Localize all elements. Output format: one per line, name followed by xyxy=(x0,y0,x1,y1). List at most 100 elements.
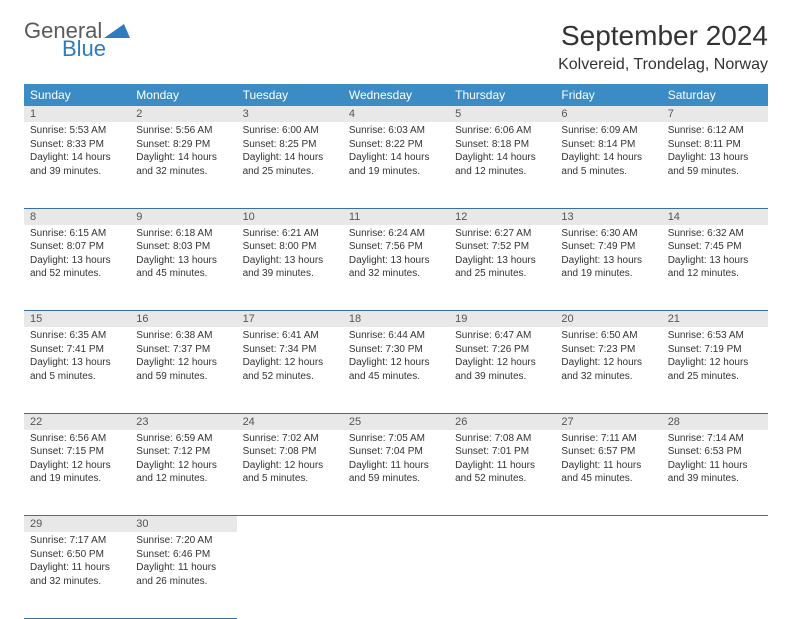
day-cell: Sunrise: 6:59 AMSunset: 7:12 PMDaylight:… xyxy=(130,430,236,516)
day-cell-content: Sunrise: 7:05 AMSunset: 7:04 PMDaylight:… xyxy=(343,430,449,490)
day-cell: Sunrise: 6:30 AMSunset: 7:49 PMDaylight:… xyxy=(555,225,661,311)
day-number-cell: 1 xyxy=(24,106,130,122)
day-cell-content: Sunrise: 6:18 AMSunset: 8:03 PMDaylight:… xyxy=(130,225,236,285)
day-cell: Sunrise: 6:38 AMSunset: 7:37 PMDaylight:… xyxy=(130,327,236,413)
day-number-cell: 22 xyxy=(24,413,130,430)
day-cell: Sunrise: 6:12 AMSunset: 8:11 PMDaylight:… xyxy=(662,122,768,208)
day-number-cell: 18 xyxy=(343,311,449,328)
day-cell-content: Sunrise: 6:53 AMSunset: 7:19 PMDaylight:… xyxy=(662,327,768,387)
daynum-row: 22232425262728 xyxy=(24,413,768,430)
day-cell-content: Sunrise: 6:41 AMSunset: 7:34 PMDaylight:… xyxy=(237,327,343,387)
day-number-cell xyxy=(343,516,449,533)
day-cell-content: Sunrise: 6:00 AMSunset: 8:25 PMDaylight:… xyxy=(237,122,343,182)
weekday-header: Wednesday xyxy=(343,84,449,106)
day-number-cell: 2 xyxy=(130,106,236,122)
day-number-cell: 19 xyxy=(449,311,555,328)
day-cell: Sunrise: 6:09 AMSunset: 8:14 PMDaylight:… xyxy=(555,122,661,208)
day-cell-content: Sunrise: 6:24 AMSunset: 7:56 PMDaylight:… xyxy=(343,225,449,285)
weekday-header: Tuesday xyxy=(237,84,343,106)
day-cell: Sunrise: 6:47 AMSunset: 7:26 PMDaylight:… xyxy=(449,327,555,413)
weekday-header: Friday xyxy=(555,84,661,106)
day-cell xyxy=(555,532,661,618)
day-cell xyxy=(237,532,343,618)
day-number-cell: 3 xyxy=(237,106,343,122)
logo-line2: Blue xyxy=(62,38,130,60)
weekday-header-row: SundayMondayTuesdayWednesdayThursdayFrid… xyxy=(24,84,768,106)
day-cell: Sunrise: 6:41 AMSunset: 7:34 PMDaylight:… xyxy=(237,327,343,413)
day-cell: Sunrise: 7:08 AMSunset: 7:01 PMDaylight:… xyxy=(449,430,555,516)
day-number-cell: 27 xyxy=(555,413,661,430)
day-cell: Sunrise: 6:32 AMSunset: 7:45 PMDaylight:… xyxy=(662,225,768,311)
day-cell: Sunrise: 6:27 AMSunset: 7:52 PMDaylight:… xyxy=(449,225,555,311)
day-cell-content: Sunrise: 6:15 AMSunset: 8:07 PMDaylight:… xyxy=(24,225,130,285)
day-cell: Sunrise: 7:05 AMSunset: 7:04 PMDaylight:… xyxy=(343,430,449,516)
day-number-cell: 15 xyxy=(24,311,130,328)
day-cell: Sunrise: 6:53 AMSunset: 7:19 PMDaylight:… xyxy=(662,327,768,413)
day-number-cell: 10 xyxy=(237,208,343,225)
day-cell-content: Sunrise: 6:38 AMSunset: 7:37 PMDaylight:… xyxy=(130,327,236,387)
week-row: Sunrise: 6:15 AMSunset: 8:07 PMDaylight:… xyxy=(24,225,768,311)
day-cell-content: Sunrise: 6:56 AMSunset: 7:15 PMDaylight:… xyxy=(24,430,130,490)
day-number-cell: 5 xyxy=(449,106,555,122)
day-number-cell: 7 xyxy=(662,106,768,122)
day-cell: Sunrise: 7:14 AMSunset: 6:53 PMDaylight:… xyxy=(662,430,768,516)
day-cell: Sunrise: 6:56 AMSunset: 7:15 PMDaylight:… xyxy=(24,430,130,516)
day-cell: Sunrise: 6:18 AMSunset: 8:03 PMDaylight:… xyxy=(130,225,236,311)
day-cell-content: Sunrise: 6:12 AMSunset: 8:11 PMDaylight:… xyxy=(662,122,768,182)
day-cell-content: Sunrise: 6:09 AMSunset: 8:14 PMDaylight:… xyxy=(555,122,661,182)
day-cell-content: Sunrise: 5:53 AMSunset: 8:33 PMDaylight:… xyxy=(24,122,130,182)
day-cell-content: Sunrise: 7:02 AMSunset: 7:08 PMDaylight:… xyxy=(237,430,343,490)
day-cell-content: Sunrise: 7:17 AMSunset: 6:50 PMDaylight:… xyxy=(24,532,130,592)
day-cell: Sunrise: 5:56 AMSunset: 8:29 PMDaylight:… xyxy=(130,122,236,208)
day-number-cell: 29 xyxy=(24,516,130,533)
day-cell-content: Sunrise: 6:32 AMSunset: 7:45 PMDaylight:… xyxy=(662,225,768,285)
weekday-header: Monday xyxy=(130,84,236,106)
day-number-cell: 17 xyxy=(237,311,343,328)
day-cell: Sunrise: 6:21 AMSunset: 8:00 PMDaylight:… xyxy=(237,225,343,311)
day-cell-content: Sunrise: 7:11 AMSunset: 6:57 PMDaylight:… xyxy=(555,430,661,490)
day-cell-content: Sunrise: 6:03 AMSunset: 8:22 PMDaylight:… xyxy=(343,122,449,182)
day-number-cell: 4 xyxy=(343,106,449,122)
day-cell-content: Sunrise: 6:27 AMSunset: 7:52 PMDaylight:… xyxy=(449,225,555,285)
day-cell: Sunrise: 6:50 AMSunset: 7:23 PMDaylight:… xyxy=(555,327,661,413)
week-row: Sunrise: 5:53 AMSunset: 8:33 PMDaylight:… xyxy=(24,122,768,208)
week-row: Sunrise: 6:56 AMSunset: 7:15 PMDaylight:… xyxy=(24,430,768,516)
day-cell-content: Sunrise: 6:21 AMSunset: 8:00 PMDaylight:… xyxy=(237,225,343,285)
day-cell: Sunrise: 6:06 AMSunset: 8:18 PMDaylight:… xyxy=(449,122,555,208)
weekday-header: Saturday xyxy=(662,84,768,106)
day-cell: Sunrise: 6:03 AMSunset: 8:22 PMDaylight:… xyxy=(343,122,449,208)
day-cell-content: Sunrise: 6:35 AMSunset: 7:41 PMDaylight:… xyxy=(24,327,130,387)
day-cell-content: Sunrise: 7:08 AMSunset: 7:01 PMDaylight:… xyxy=(449,430,555,490)
day-cell-content: Sunrise: 7:14 AMSunset: 6:53 PMDaylight:… xyxy=(662,430,768,490)
day-number-cell xyxy=(449,516,555,533)
location-text: Kolvereid, Trondelag, Norway xyxy=(558,56,768,74)
day-cell-content: Sunrise: 6:06 AMSunset: 8:18 PMDaylight:… xyxy=(449,122,555,182)
day-cell-content: Sunrise: 5:56 AMSunset: 8:29 PMDaylight:… xyxy=(130,122,236,182)
day-number-cell: 16 xyxy=(130,311,236,328)
day-cell xyxy=(662,532,768,618)
day-number-cell: 23 xyxy=(130,413,236,430)
day-number-cell: 6 xyxy=(555,106,661,122)
day-cell: Sunrise: 6:15 AMSunset: 8:07 PMDaylight:… xyxy=(24,225,130,311)
day-number-cell xyxy=(555,516,661,533)
day-cell: Sunrise: 6:24 AMSunset: 7:56 PMDaylight:… xyxy=(343,225,449,311)
day-number-cell: 21 xyxy=(662,311,768,328)
day-number-cell: 11 xyxy=(343,208,449,225)
day-cell-content: Sunrise: 7:20 AMSunset: 6:46 PMDaylight:… xyxy=(130,532,236,592)
calendar-table: SundayMondayTuesdayWednesdayThursdayFrid… xyxy=(24,84,768,619)
week-row: Sunrise: 6:35 AMSunset: 7:41 PMDaylight:… xyxy=(24,327,768,413)
day-number-cell: 12 xyxy=(449,208,555,225)
day-cell-content: Sunrise: 6:44 AMSunset: 7:30 PMDaylight:… xyxy=(343,327,449,387)
day-number-cell: 20 xyxy=(555,311,661,328)
day-cell: Sunrise: 6:35 AMSunset: 7:41 PMDaylight:… xyxy=(24,327,130,413)
daynum-row: 891011121314 xyxy=(24,208,768,225)
day-cell-content: Sunrise: 6:30 AMSunset: 7:49 PMDaylight:… xyxy=(555,225,661,285)
day-number-cell: 26 xyxy=(449,413,555,430)
day-number-cell: 28 xyxy=(662,413,768,430)
day-cell xyxy=(343,532,449,618)
day-number-cell xyxy=(237,516,343,533)
day-cell: Sunrise: 6:44 AMSunset: 7:30 PMDaylight:… xyxy=(343,327,449,413)
day-cell: Sunrise: 7:20 AMSunset: 6:46 PMDaylight:… xyxy=(130,532,236,618)
day-cell: Sunrise: 5:53 AMSunset: 8:33 PMDaylight:… xyxy=(24,122,130,208)
day-number-cell: 9 xyxy=(130,208,236,225)
